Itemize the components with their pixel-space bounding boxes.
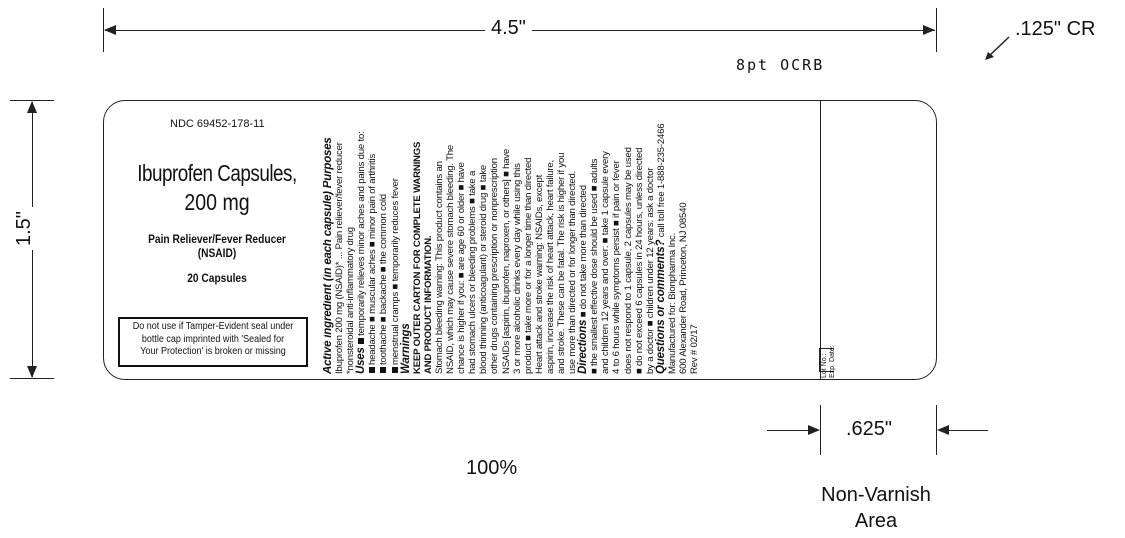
bullet-icon [358,337,365,344]
height-dim-bottom-arrow [27,366,37,378]
nonvarnish-caption-2: Area [854,510,898,532]
height-dim-top-arrow [27,101,37,113]
warnings-line-5: chance is higher if you: ■ are age 60 or… [456,162,468,374]
ndc-number: NDC 69452-178-11 [170,118,265,130]
warnings-line-6: had stomach ulcers or bleeding problems … [467,170,479,374]
nonvarnish-right-arrow [937,425,949,435]
height-dim-top-tick [10,100,54,101]
label-outline [103,100,937,380]
uses-line-3: toothache ■ backache ■ the common cold [378,194,390,365]
warnings-line-7: blood thinning (anticoagulant) or steroi… [478,164,490,374]
directions-heading: Directions [577,319,590,374]
warnings-line-8: other drugs containing prescription or n… [489,158,501,374]
tamper-warning-box: Do not use if Tamper-Evident seal under … [118,317,308,367]
corner-radius-label: .125" CR [1015,18,1096,40]
active-line-1: Ibuprofen 200 mg (NSAID)* ... Pain relie… [334,142,346,374]
width-dim-right-tick [936,8,937,52]
product-name: Ibuprofen Capsules, [137,160,297,186]
product-strength: 200 mg [184,189,250,215]
questions-text: call toll free 1-888-235-2466 [655,123,667,238]
warnings-line-2: AND PRODUCT INFORMATION. [422,235,434,374]
capsule-count: 20 Capsules [187,271,247,285]
directions-line-2: ■ the smallest effective dose should be … [589,158,601,374]
nonvarnish-left-arrow [808,425,820,435]
manufacturer-line-2: 600 Alexander Road, Princeton, NJ 08540 [678,202,689,374]
active-line-2: *nonsteroidal anti-inflammatory drug [345,227,357,374]
warnings-line-13: aspirin, increase the risk of heart atta… [544,160,556,374]
tamper-line-2: bottle cap imprinted with 'Sealed for [141,333,285,345]
warnings-line-11: product ■ take more or for a longer time… [522,157,534,374]
uses-line-4: menstrual cramps ■ temporarily reduces f… [389,178,401,365]
uses-heading: Uses [355,347,368,374]
scale-label: 100% [466,457,518,479]
width-dim-label: 4.5" [485,17,532,40]
nonvarnish-divider [820,100,821,380]
bullet-icon [391,367,398,373]
lot-label: Lot No.: [821,353,828,378]
directions-line-6: ■ do not exceed 6 capsules in 24 hours, … [633,147,645,374]
warnings-line-1: KEEP OUTER CARTON FOR COMPLETE WARNINGS [411,141,423,374]
revision: Rev # 02/17 [689,324,701,374]
nonvarnish-left-arrow-line [767,430,812,431]
questions-heading: Questions or comments? [654,239,667,374]
corner-arrow-icon [983,33,1013,63]
nonvarnish-left-tick [820,405,821,455]
lot-exp-box [819,348,834,372]
drug-facts-panel: Active ingredient (in each capsule) Purp… [323,112,817,374]
tamper-line-3: Your Protection' is broken or missing [140,346,286,357]
font-note: 8pt OCRB [736,56,825,74]
width-dim-right-arrow [923,25,935,35]
width-dim-left-tick [103,8,104,52]
bullet-icon [369,367,376,373]
tamper-line-1: Do not use if Tamper-Evident seal under [132,321,294,332]
nonvarnish-right-tick [936,405,937,455]
height-dim-bottom-tick [10,378,54,379]
warnings-heading: Warnings [399,323,412,374]
lot-exp-text: Lot No.: Exp. Date: [821,338,839,378]
warnings-line-3: Stomach bleeding warning: This product c… [433,161,445,374]
nonvarnish-right-arrow-line [944,430,988,431]
width-dim-left-arrow [104,25,116,35]
exp-label: Exp. Date: [828,345,836,378]
warnings-line-14: and stroke. These can be fatal. The risk… [555,152,567,374]
active-ingredient-heading: Active ingredient (in each capsule) Purp… [323,137,334,374]
directions-line-5: does not respond to 1 capsule, 2 capsule… [622,147,634,374]
nonvarnish-caption-1: Non-Varnish [821,484,931,506]
directions-line-1: ■ do not take more than directed [578,185,590,318]
nonvarnish-width-label: .625" [846,418,893,440]
warnings-line-12: Heart attack and stroke warning: NSAIDs,… [533,174,545,374]
height-dim-label: 1.5" [13,207,36,250]
warnings-line-10: 3 or more alcoholic drinks every day whi… [511,163,523,374]
directions-line-4: 4 to 6 hours while symptoms persist ■ if… [611,160,623,374]
uses-line-1: temporarily relieves minor aches and pai… [356,131,368,336]
directions-line-3: and children 12 years and over: ■ take 1… [600,151,612,374]
product-subtitle: Pain Reliever/Fever Reducer (NSAID) [148,232,286,260]
warnings-line-9: NSAIDs [aspirin, ibuprofen, naproxen, or… [500,148,512,374]
uses-line-2: headache ■ muscular aches ■ minor pain o… [367,154,379,365]
bullet-icon [380,367,387,373]
warnings-line-4: NSAID, which may cause severe stomach bl… [445,144,457,374]
manufacturer-line-1: Manufactured for: Bionpharma Inc. [666,232,678,374]
product-title: Ibuprofen Capsules, 200 mg [117,160,317,216]
